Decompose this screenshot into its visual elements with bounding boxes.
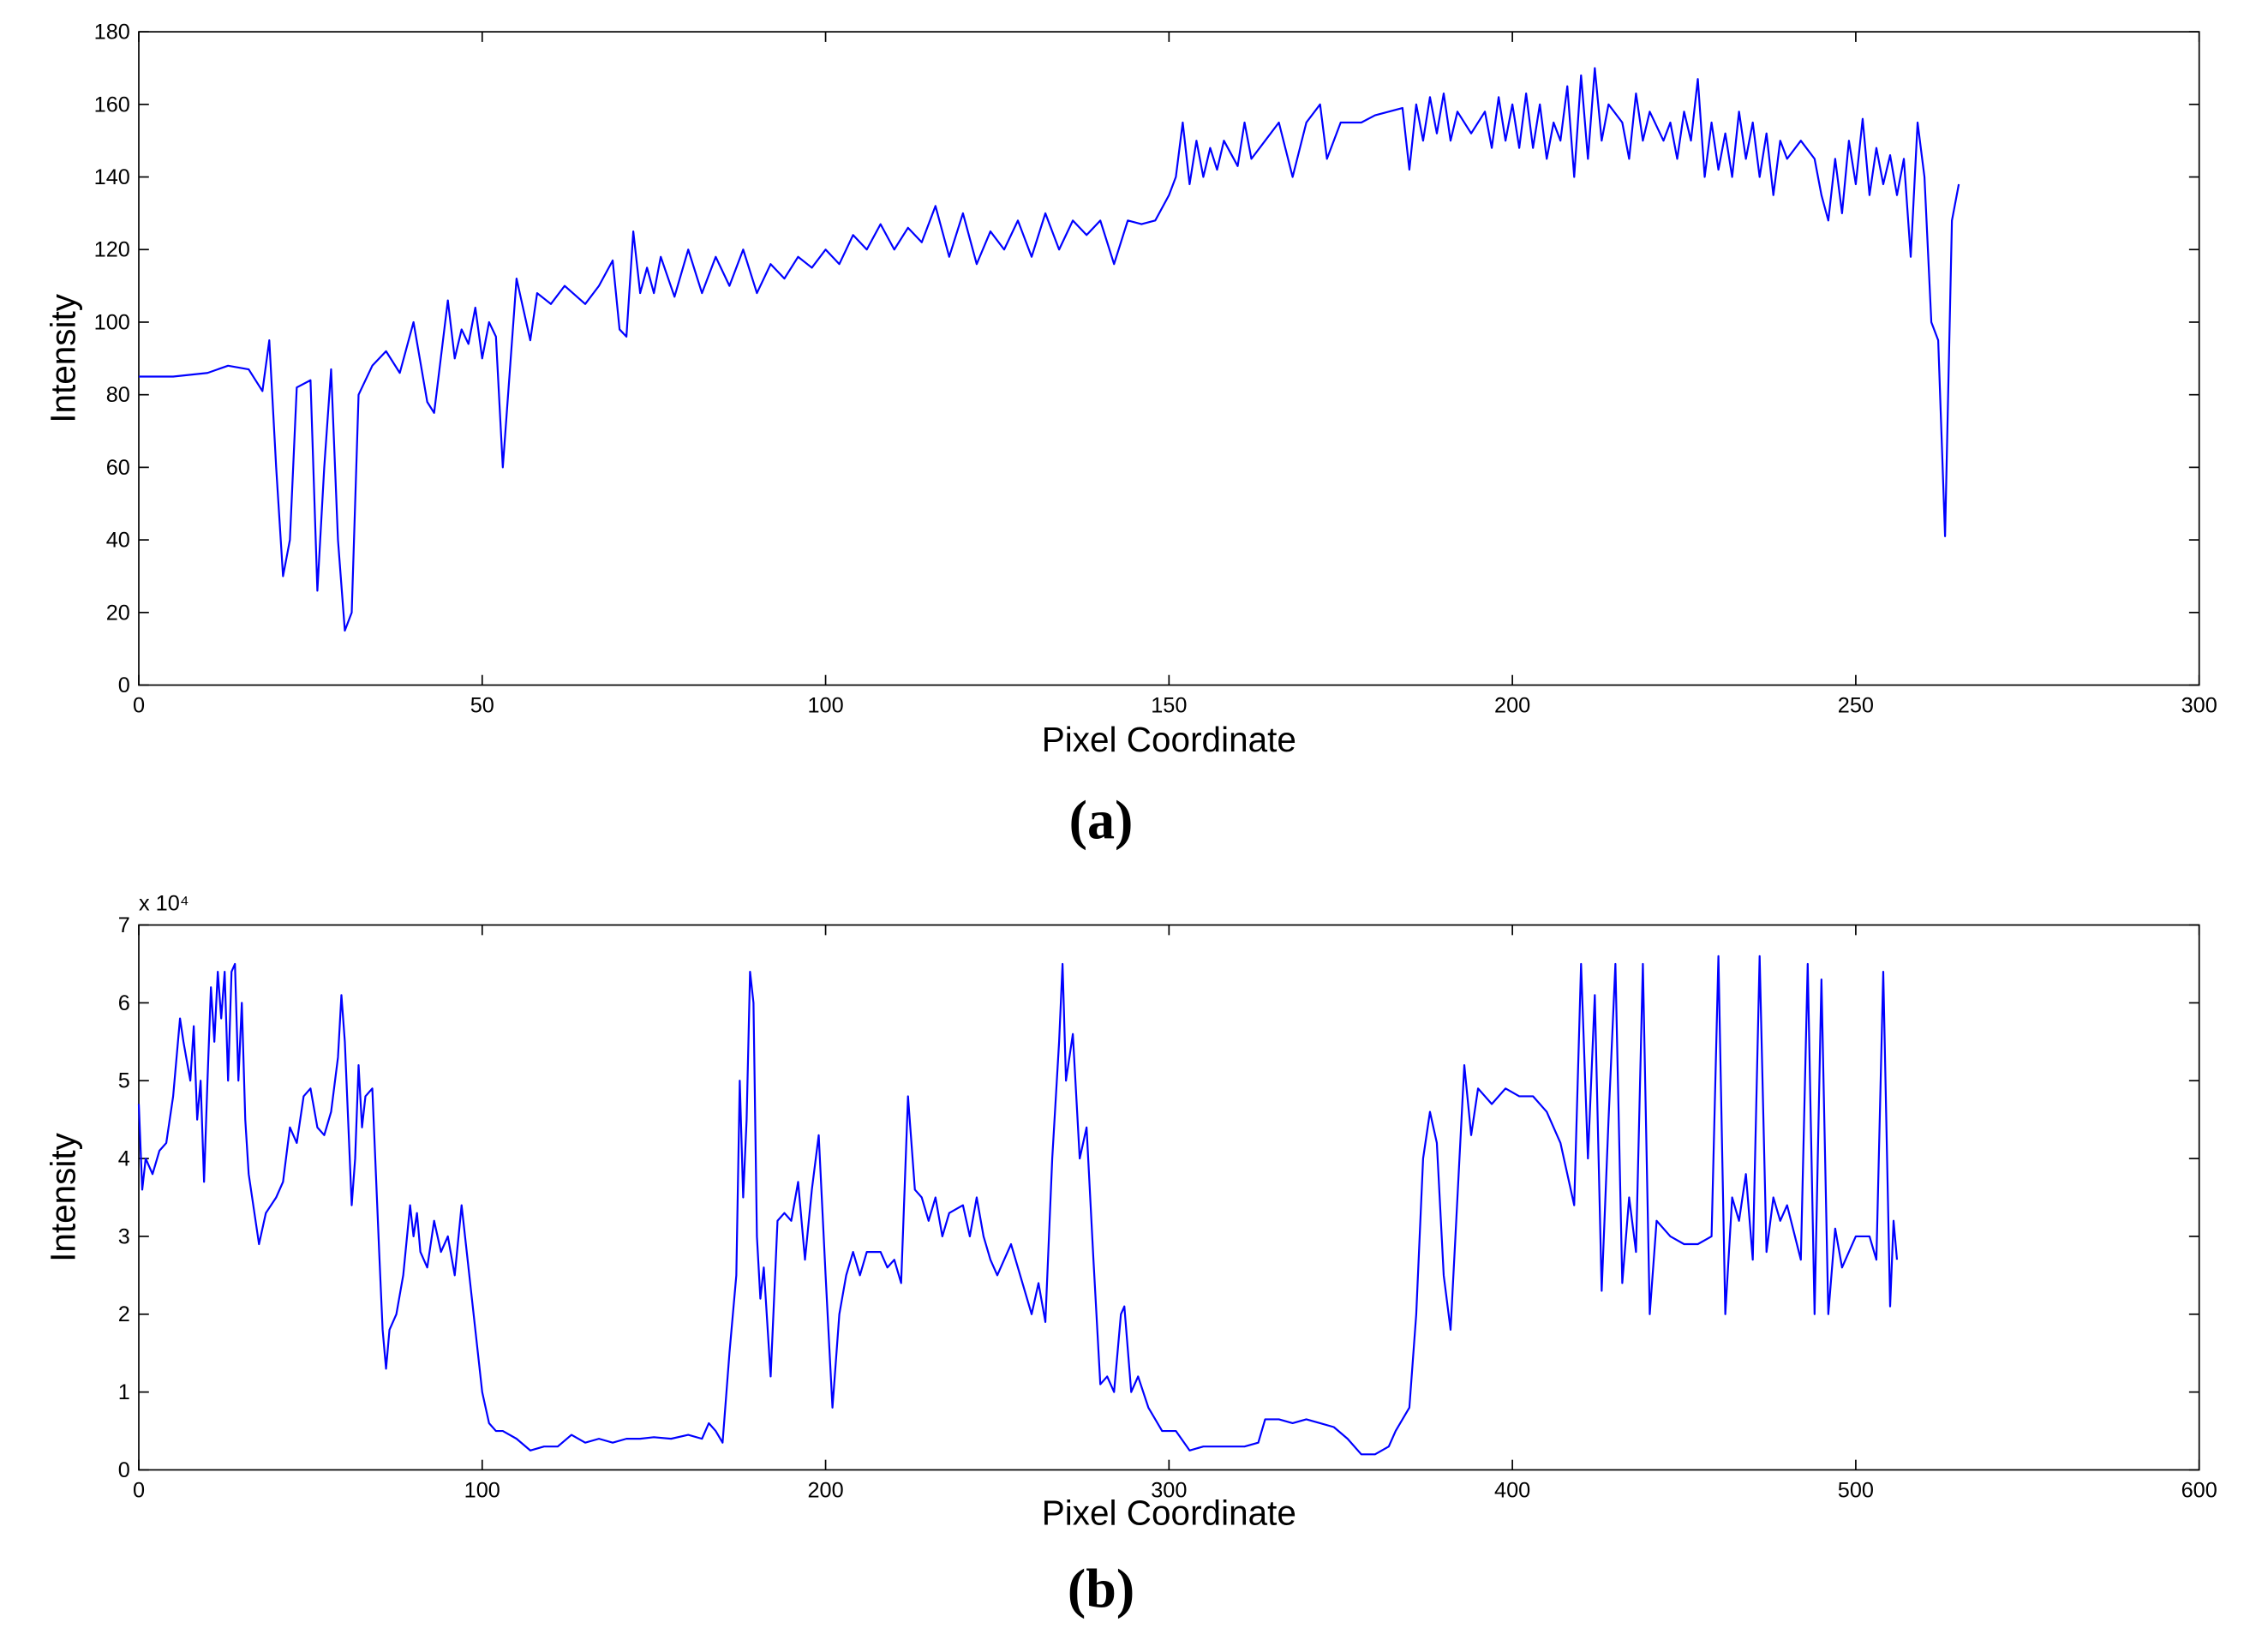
x-tick-label: 50 xyxy=(470,694,494,718)
x-tick-label: 150 xyxy=(1151,694,1187,718)
x-axis-label: Pixel Coordinate xyxy=(1042,1493,1296,1533)
y-tick-label: 160 xyxy=(94,93,130,117)
y-tick-label: 100 xyxy=(94,310,130,334)
y-tick-label: 6 xyxy=(118,991,130,1015)
panel-label: (a) xyxy=(1069,789,1134,850)
y-tick-label: 7 xyxy=(118,913,130,937)
x-axis-label: Pixel Coordinate xyxy=(1042,720,1296,759)
data-line xyxy=(137,955,1899,1456)
y-tick-label: 140 xyxy=(94,165,130,189)
chart: 0 50 100 150 200 250 300 0 20 40 60 80 100 120 140 160 1… xyxy=(44,21,2217,851)
x-tick-label: 200 xyxy=(1494,694,1530,718)
x-tick-label: 100 xyxy=(464,1479,500,1503)
y-axis-label: Intensity xyxy=(44,1132,83,1261)
x-tick-label: 0 xyxy=(133,694,145,718)
y-tick-label: 0 xyxy=(118,1458,130,1482)
x-tick-label: 250 xyxy=(1838,694,1874,718)
y-tick-label: 180 xyxy=(94,21,130,45)
y-tick-label: 80 xyxy=(106,383,130,407)
y-tick-label: 120 xyxy=(94,238,130,262)
y-tick-label: 2 xyxy=(118,1302,130,1326)
y-tick-label: 40 xyxy=(106,529,130,553)
y-tick-label: 60 xyxy=(106,456,130,480)
plot-area xyxy=(138,31,2200,686)
y-tick-label: 5 xyxy=(118,1069,130,1093)
y-tick-label: 1 xyxy=(118,1380,130,1404)
y-tick-label: 4 xyxy=(118,1147,130,1171)
x-tick-label: 0 xyxy=(133,1479,145,1503)
x-tick-label: 100 xyxy=(807,694,843,718)
panel-label: (b) xyxy=(1068,1559,1134,1619)
y-axis-label: Intensity xyxy=(44,293,83,422)
y-tick-label: 3 xyxy=(118,1224,130,1248)
y-exponent: x 10⁴ xyxy=(139,892,189,916)
x-tick-label: 400 xyxy=(1494,1479,1530,1503)
x-tick-label: 300 xyxy=(2181,694,2217,718)
x-tick-label: 600 xyxy=(2181,1479,2217,1503)
y-tick-label: 0 xyxy=(118,673,130,697)
plot-area xyxy=(138,924,2200,1471)
x-tick-label: 200 xyxy=(807,1479,843,1503)
chart: 0 100 200 300 400 500 600 0 1 2 3 4 5 6 7 x 10⁴ Pixel Co… xyxy=(44,892,2217,1619)
data-line xyxy=(139,67,1960,632)
x-tick-label: 300 xyxy=(1151,1479,1187,1503)
y-tick-label: 20 xyxy=(106,601,130,625)
x-tick-label: 500 xyxy=(1838,1479,1874,1503)
